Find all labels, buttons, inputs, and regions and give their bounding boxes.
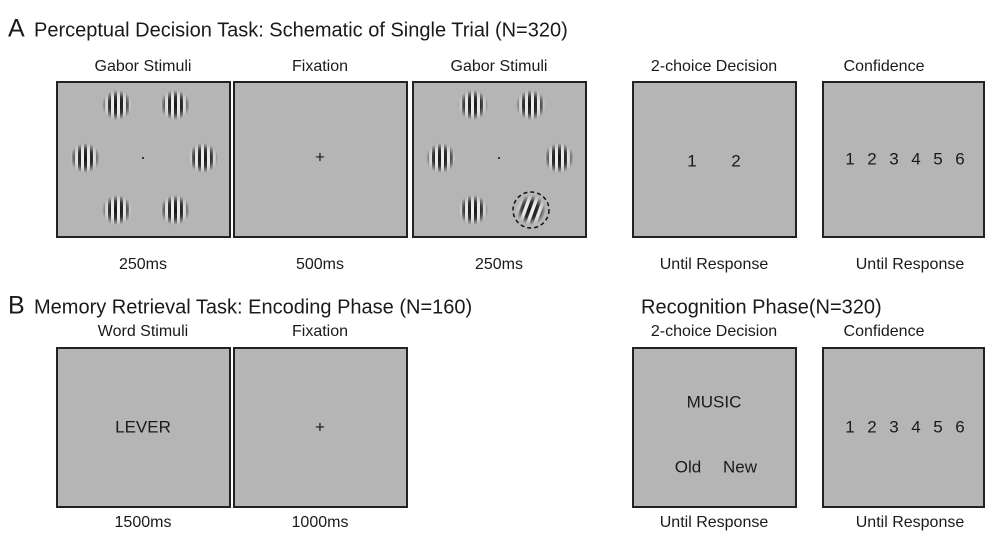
options: Old New [675, 457, 758, 476]
option: 2 [867, 417, 876, 436]
option: 3 [889, 149, 898, 168]
option: New [723, 457, 758, 476]
target-ring [512, 191, 550, 229]
screen [233, 347, 408, 508]
gabor-patch [426, 143, 456, 173]
screen-label: Confidence [844, 58, 925, 75]
phase-title: Recognition Phase(N=320) [641, 296, 882, 318]
gabor-array [426, 90, 574, 229]
duration: 250ms [119, 256, 167, 273]
duration: Until Response [856, 514, 965, 531]
option: 5 [933, 417, 942, 436]
fixation-cross: + [315, 417, 325, 436]
duration: 1500ms [115, 514, 172, 531]
screen [822, 347, 985, 508]
option: 6 [955, 417, 964, 436]
panel-letter: B [8, 292, 25, 320]
gabor-patch [160, 195, 190, 225]
word: MUSIC [687, 392, 742, 411]
duration: 500ms [296, 256, 344, 273]
screen [632, 81, 797, 238]
gabor-patch [458, 90, 488, 120]
option: 5 [933, 149, 942, 168]
fixation-cross: + [315, 147, 325, 166]
option: 2 [731, 151, 740, 170]
duration: Until Response [856, 256, 965, 273]
option: 4 [911, 149, 920, 168]
screen [632, 347, 797, 508]
screen-label: Gabor Stimuli [95, 58, 192, 75]
screen-label: 2-choice Decision [651, 323, 777, 340]
gabor-patch [70, 143, 100, 173]
screen-label: Gabor Stimuli [451, 58, 548, 75]
duration: Until Response [660, 514, 769, 531]
option: 1 [845, 149, 854, 168]
duration: 1000ms [292, 514, 349, 531]
gabor-array [70, 90, 218, 225]
duration: Until Response [660, 256, 769, 273]
gabor-patch [516, 195, 546, 225]
option: 2 [867, 149, 876, 168]
screen [233, 81, 408, 238]
option: 6 [955, 149, 964, 168]
option: 1 [687, 151, 696, 170]
fixation-dot [498, 157, 500, 159]
duration: 250ms [475, 256, 523, 273]
screen-label: 2-choice Decision [651, 58, 777, 75]
option: 4 [911, 417, 920, 436]
word: LEVER [115, 417, 171, 436]
panel-letter: A [8, 15, 25, 43]
screen-label: Fixation [292, 58, 348, 75]
gabor-patch [544, 143, 574, 173]
panel-title: Memory Retrieval Task: Encoding Phase (N… [34, 296, 472, 318]
option: Old [675, 457, 701, 476]
screen [56, 347, 231, 508]
screen-label: Fixation [292, 323, 348, 340]
gabor-patch [516, 90, 546, 120]
panel-title: Perceptual Decision Task: Schematic of S… [34, 19, 568, 41]
gabor-patch [102, 195, 132, 225]
screen-label: Word Stimuli [98, 323, 188, 340]
screen-label: Confidence [844, 323, 925, 340]
fixation-dot [142, 157, 144, 159]
option: 3 [889, 417, 898, 436]
gabor-patch [102, 90, 132, 120]
gabor-patch [160, 90, 190, 120]
gabor-patch [188, 143, 218, 173]
gabor-patch [458, 195, 488, 225]
screen [822, 81, 985, 238]
option: 1 [845, 417, 854, 436]
